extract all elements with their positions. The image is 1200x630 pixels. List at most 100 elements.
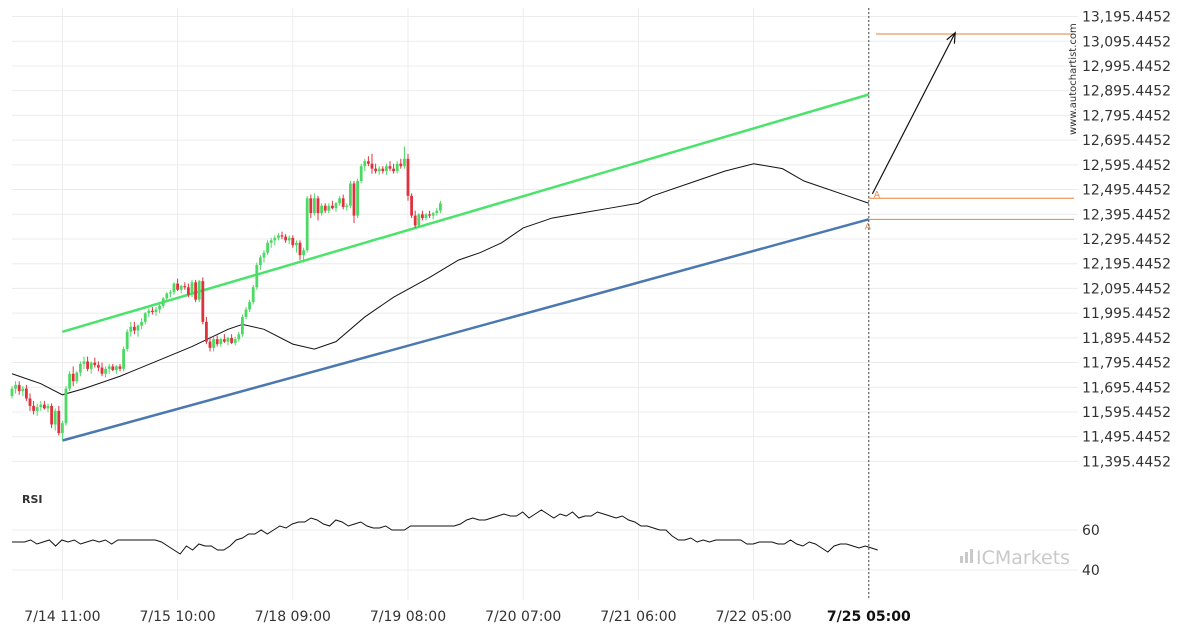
candle-body <box>50 405 53 425</box>
candle-body <box>176 283 179 290</box>
candle-body <box>392 168 395 172</box>
candle-body <box>219 339 223 345</box>
candle-body <box>17 384 21 392</box>
candle-body <box>370 163 374 169</box>
price-axis: 13,195.4452 13,095.4452 12,995.4452 12,895.… <box>1082 10 1171 471</box>
candle-body <box>86 361 89 369</box>
candle-body <box>208 341 212 348</box>
candle-body <box>421 214 424 219</box>
candle-body <box>435 210 439 214</box>
candle-body <box>428 214 431 216</box>
candle-body <box>35 407 39 411</box>
candle-body <box>266 242 269 253</box>
candle-body <box>374 168 377 172</box>
time-tick-label: 7/19 08:00 <box>370 609 446 625</box>
candle-body <box>255 265 259 288</box>
candle-body <box>165 293 169 299</box>
rsi-label: RSI <box>22 493 43 506</box>
candle-body <box>313 198 316 214</box>
candle-body <box>262 252 266 258</box>
price-tick-label: 13,095.4452 <box>1082 34 1171 50</box>
candle-body <box>194 282 197 300</box>
candle-body <box>14 384 17 389</box>
candle-body <box>43 404 46 409</box>
candle-body <box>287 237 291 241</box>
time-tick-label: 7/25 05:00 <box>827 609 911 625</box>
time-tick-label: 7/22 05:00 <box>715 609 791 625</box>
candle-body <box>244 309 248 317</box>
candle-body <box>100 367 104 374</box>
candle-body <box>251 287 255 303</box>
candle-body <box>316 198 320 214</box>
price-tick-label: 12,595.4452 <box>1082 158 1171 174</box>
price-tick-label: 12,795.4452 <box>1082 108 1171 124</box>
candle-body <box>291 237 295 246</box>
candle-body <box>377 168 381 172</box>
price-tick-label: 11,895.4452 <box>1082 331 1171 347</box>
candle-body <box>93 362 97 366</box>
candle-body <box>205 321 208 342</box>
candle-body <box>385 166 388 172</box>
brand-logo: ICMarkets <box>960 547 1070 569</box>
candle-body <box>104 368 107 374</box>
time-tick-label: 7/14 11:00 <box>24 609 100 625</box>
candle-body <box>359 166 363 182</box>
candle-body <box>363 161 367 167</box>
candle-body <box>277 235 280 238</box>
marker-label: A <box>865 222 872 232</box>
moving-average-line <box>11 163 869 396</box>
candle-body <box>179 286 183 290</box>
candle-body <box>284 236 287 241</box>
candle-body <box>215 339 219 345</box>
candle-body <box>136 325 140 331</box>
rsi-panel: RSI 60 40 <box>12 493 1100 579</box>
grid <box>12 8 1078 600</box>
price-tick-label: 12,295.4452 <box>1082 232 1171 248</box>
candle-body <box>197 281 201 300</box>
candle-body <box>388 166 392 169</box>
candle-body <box>410 195 413 216</box>
candle-body <box>345 205 349 207</box>
candle-body <box>143 313 147 322</box>
price-tick-label: 12,895.4452 <box>1082 84 1171 100</box>
candle-body <box>230 337 233 343</box>
moving-average <box>11 163 869 396</box>
candle-body <box>424 214 428 219</box>
candle-body <box>79 363 82 373</box>
candle-body <box>111 366 115 371</box>
candle-body <box>273 237 277 241</box>
candle-body <box>21 388 25 392</box>
candle-body <box>97 365 100 368</box>
candle-body <box>237 334 241 340</box>
brand-name: ICMarkets <box>976 547 1070 569</box>
candle-body <box>118 366 122 369</box>
candle-body <box>89 362 93 369</box>
candle-body <box>280 235 284 237</box>
candle-body <box>201 281 205 322</box>
price-tick-label: 11,995.4452 <box>1082 306 1171 322</box>
candle-body <box>338 198 341 204</box>
brand-mark-icon <box>960 556 963 563</box>
candlesticks <box>10 146 442 441</box>
candle-body <box>349 183 352 206</box>
rsi-tick-label: 60 <box>1082 523 1100 539</box>
candle-body <box>212 339 215 348</box>
price-tick-label: 12,495.4452 <box>1082 183 1171 199</box>
candle-body <box>172 283 176 293</box>
candle-body <box>57 410 61 434</box>
candle-body <box>399 163 403 167</box>
candle-body <box>403 158 406 167</box>
candle-body <box>133 326 136 331</box>
candle-body <box>71 373 75 382</box>
candle-body <box>53 410 57 425</box>
candle-body <box>75 372 79 382</box>
candle-body <box>323 205 327 211</box>
candle-body <box>302 250 305 256</box>
candle-body <box>381 168 385 172</box>
candle-body <box>413 215 417 226</box>
marker-label: A <box>874 190 881 200</box>
time-tick-label: 7/20 07:00 <box>485 609 561 625</box>
candle-body <box>147 310 151 314</box>
candle-body <box>298 242 302 256</box>
